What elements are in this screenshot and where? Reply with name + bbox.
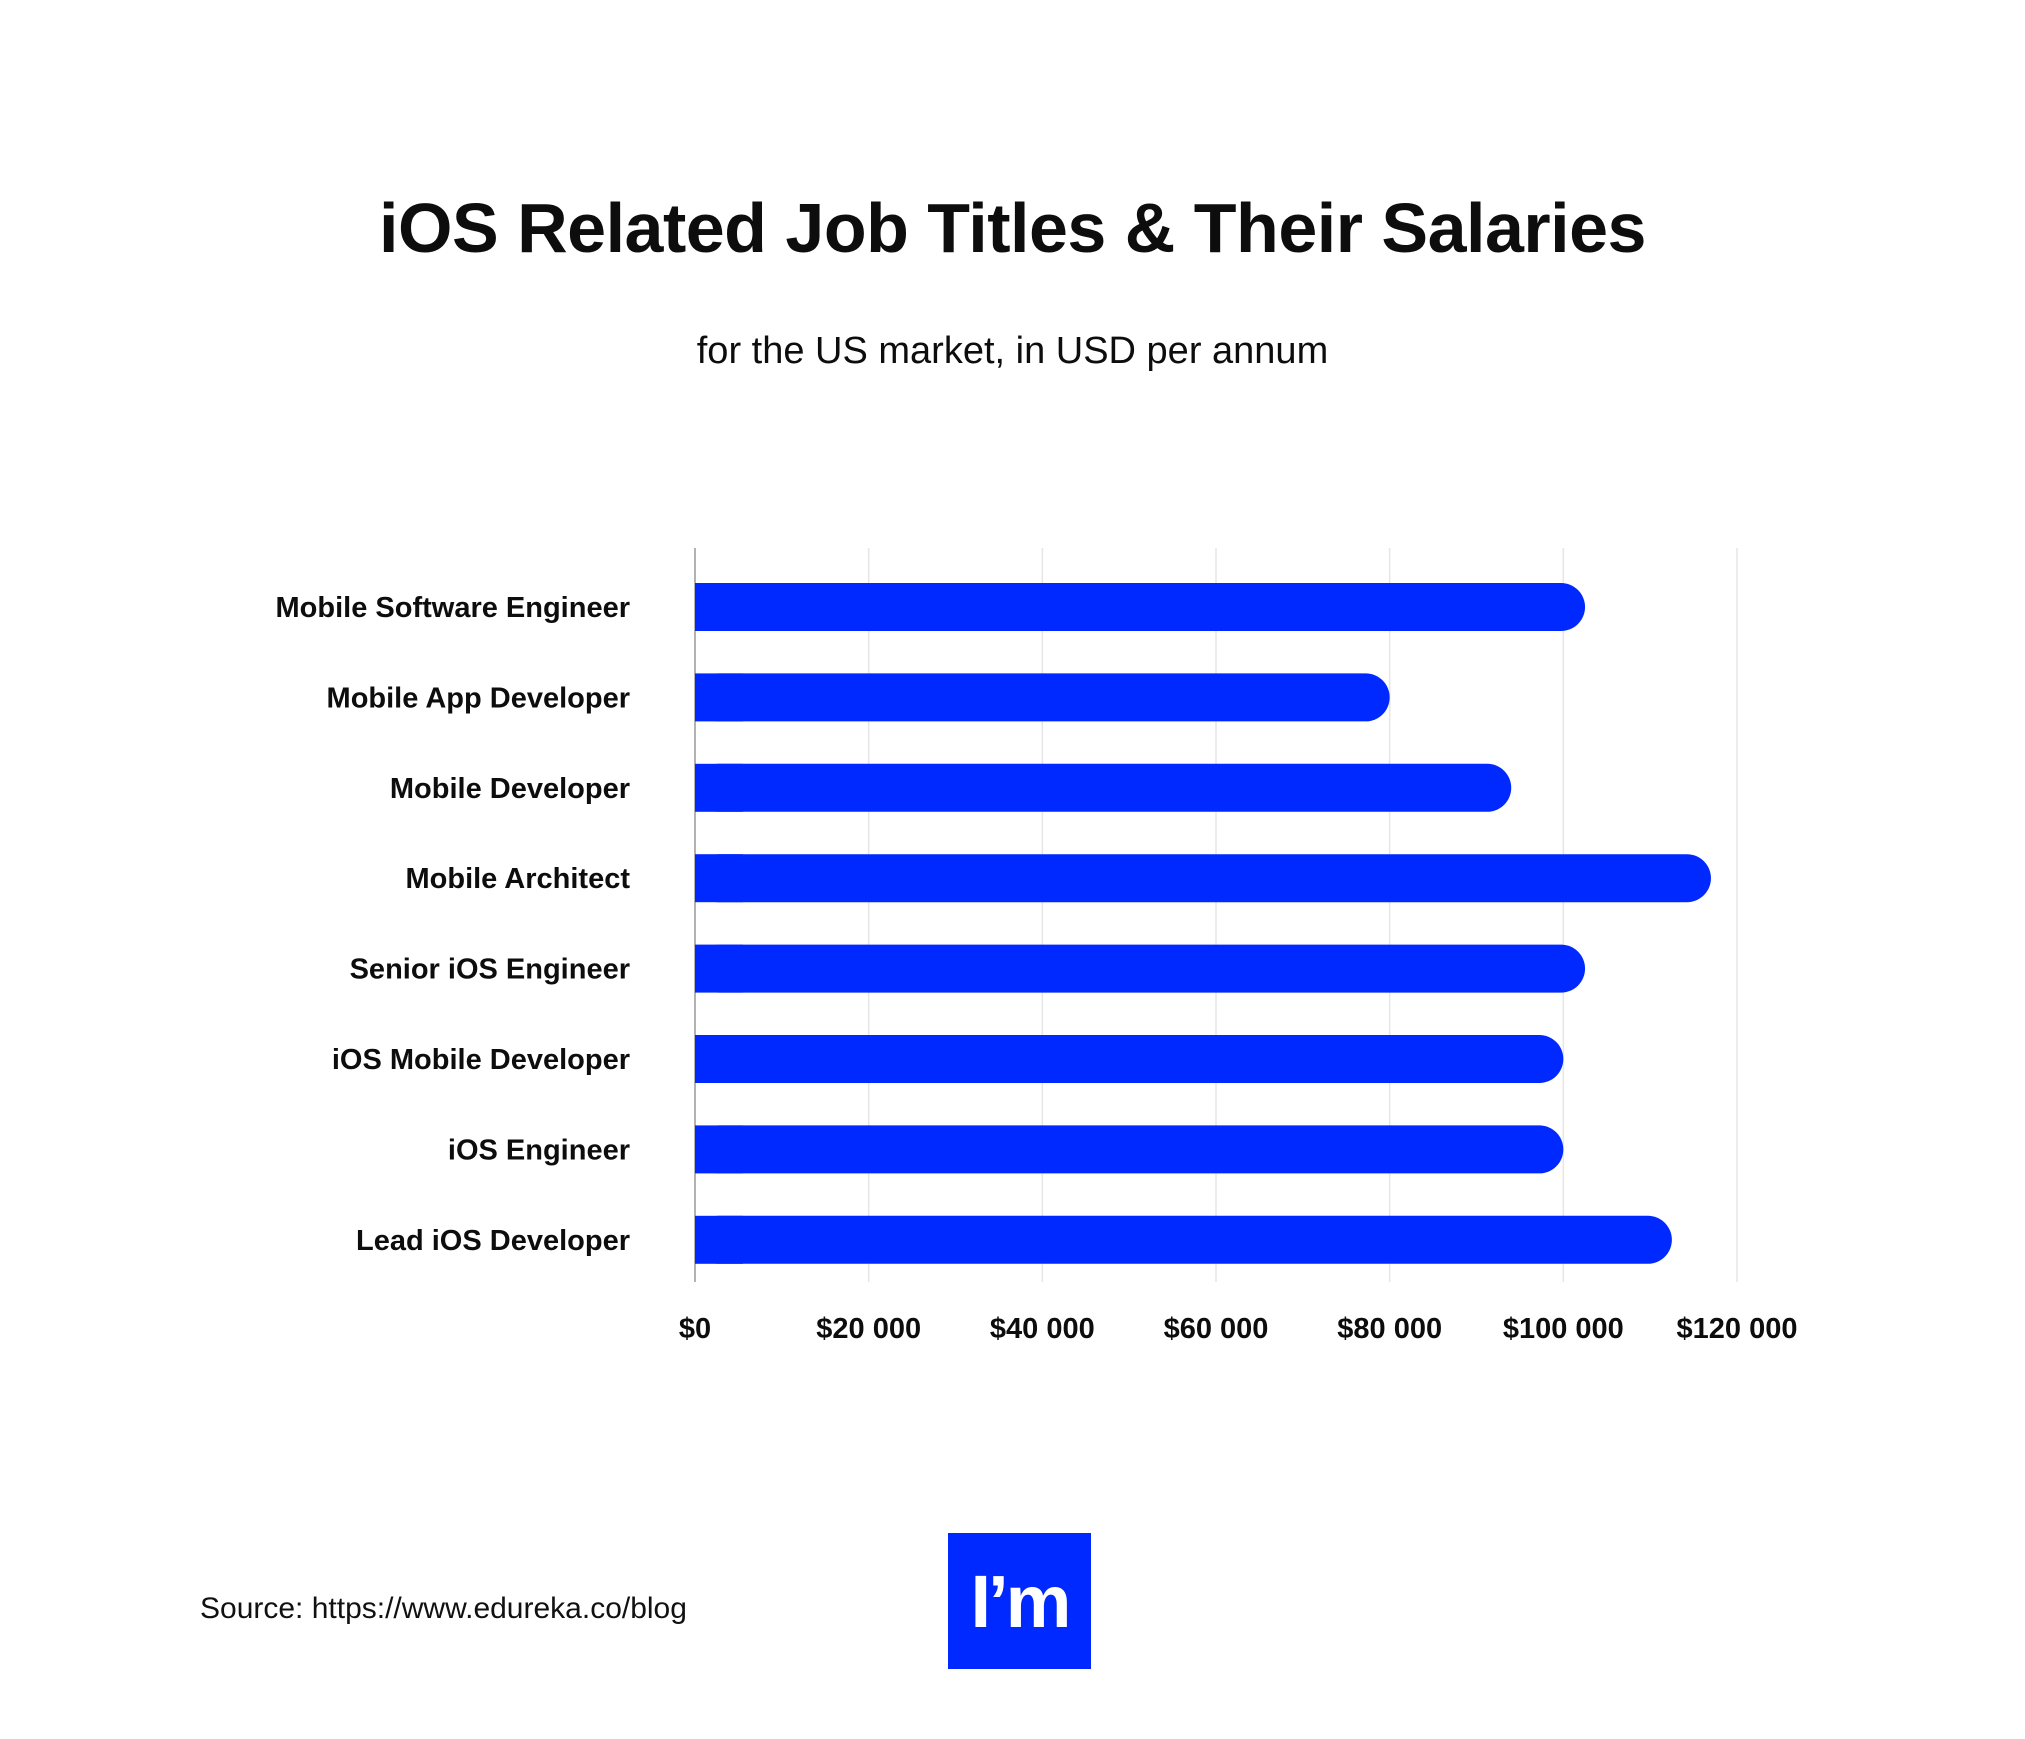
bar	[695, 1215, 1672, 1264]
bar	[695, 583, 1586, 631]
bar	[695, 854, 1711, 903]
category-label: Lead iOS Developer	[356, 1225, 630, 1257]
category-labels: Mobile Software Engineer Mobile App Devel…	[276, 592, 631, 1257]
x-tick-label: $80 000	[1337, 1313, 1442, 1345]
bar	[695, 763, 1512, 812]
x-tick-label: $40 000	[990, 1313, 1095, 1345]
bar	[695, 1125, 1564, 1174]
bar	[695, 944, 1586, 993]
bar-left-cap	[695, 944, 743, 993]
bar-left-cap	[695, 1125, 743, 1174]
x-tick-label: $60 000	[1164, 1313, 1269, 1345]
category-label: Senior iOS Engineer	[350, 954, 630, 986]
chart-subtitle: for the US market, in USD per annum	[696, 330, 1329, 372]
bar	[695, 673, 1390, 722]
category-label: Mobile Architect	[405, 863, 630, 895]
bar-chart: Mobile Software Engineer Mobile App Devel…	[276, 548, 1798, 1345]
bar-left-cap	[695, 763, 743, 812]
x-tick-label: $120 000	[1677, 1313, 1798, 1345]
source-note: Source: https://www.edureka.co/blog	[200, 1592, 687, 1625]
bar	[695, 1035, 1564, 1083]
category-label: iOS Engineer	[448, 1134, 630, 1166]
category-label: Mobile Software Engineer	[276, 592, 631, 624]
brand-logo: I’m	[948, 1533, 1091, 1669]
x-tick-label: $100 000	[1503, 1313, 1624, 1345]
logo-text: I’m	[970, 1559, 1072, 1643]
category-label: iOS Mobile Developer	[332, 1044, 630, 1076]
x-tick-label: $0	[679, 1313, 711, 1345]
bar-left-cap	[695, 854, 743, 903]
bar-left-cap	[695, 673, 743, 722]
bar-left-cap	[695, 583, 743, 631]
category-label: Mobile Developer	[390, 773, 630, 805]
x-tick-label: $20 000	[816, 1313, 921, 1345]
bars	[695, 583, 1711, 1264]
x-tick-labels: $0 $20 000 $40 000 $60 000 $80 000 $100 000 $1…	[679, 1313, 1798, 1345]
chart-title: iOS Related Job Titles & Their Salaries	[379, 189, 1646, 267]
bar-left-cap	[695, 1035, 743, 1083]
bar-left-cap	[695, 1215, 743, 1264]
category-label: Mobile App Developer	[327, 682, 630, 714]
